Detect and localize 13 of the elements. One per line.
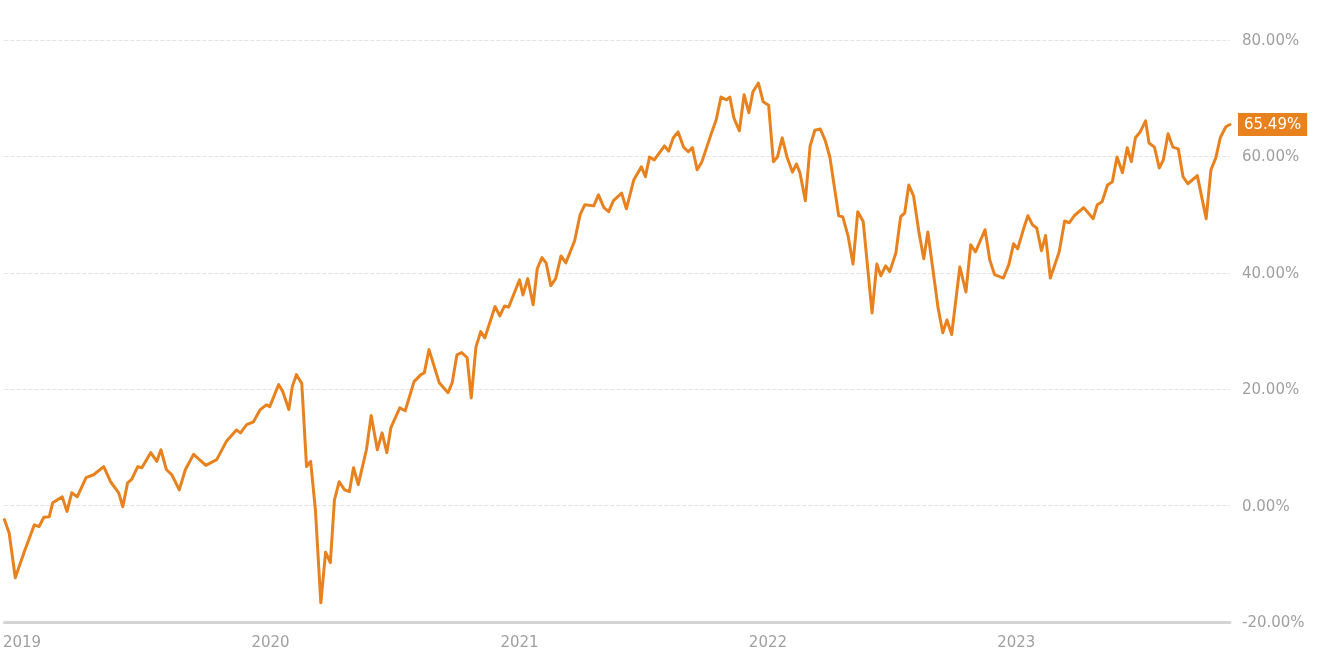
y-tick-label: 20.00% xyxy=(1242,380,1300,399)
y-tick-label: 60.00% xyxy=(1242,147,1300,166)
y-tick-label: 80.00% xyxy=(1242,31,1300,49)
x-tick-label: 2021 xyxy=(500,632,539,651)
line-series xyxy=(2,81,1232,605)
x-tick-label: 2022 xyxy=(748,632,788,651)
y-tick-label: -20.00% xyxy=(1242,613,1305,631)
x-tick-label: 2019 xyxy=(2,632,42,651)
annotation: 65.49% xyxy=(1244,115,1302,134)
y-tick-label: 40.00% xyxy=(1242,263,1300,282)
x-tick-label: 2023 xyxy=(997,632,1036,651)
y-tick-label: 0.00% xyxy=(1242,496,1290,515)
x-tick-label: 2020 xyxy=(251,632,290,651)
